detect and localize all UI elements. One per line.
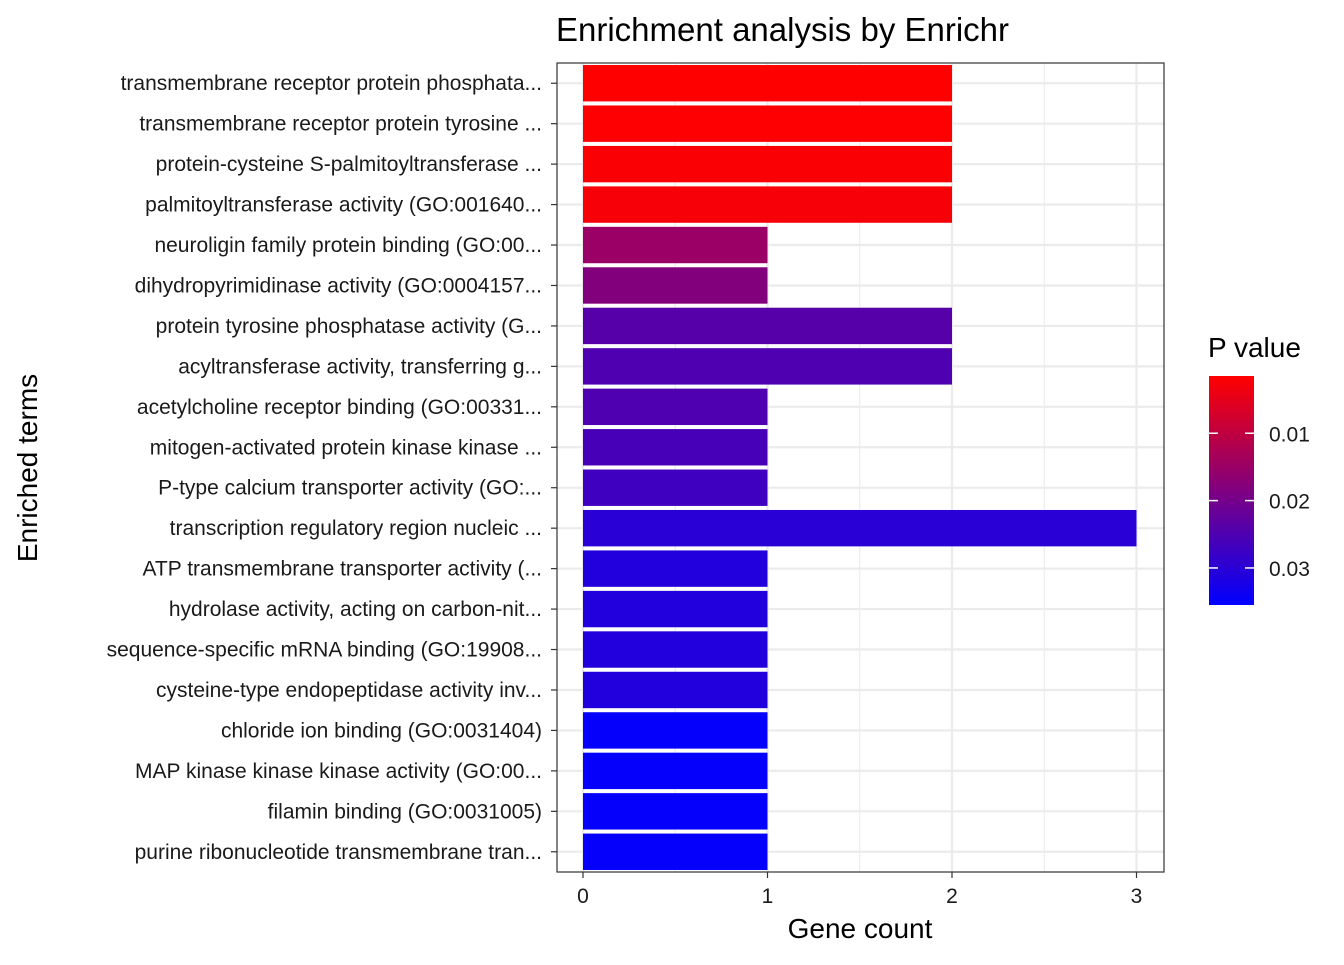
y-tick-label: filamin binding (GO:0031005) [268,800,542,823]
bar [583,590,768,628]
y-axis-ticks [551,82,557,853]
bar [583,348,952,385]
legend-tick-label: 0.03 [1269,558,1310,581]
bar [583,145,952,183]
y-axis-title: Enriched terms [12,374,43,562]
legend-ticks: 0.01 0.02 0.03 [1209,423,1310,581]
bar [583,671,768,709]
bar [583,550,768,587]
y-tick-label: acetylcholine receptor binding (GO:00331… [137,396,542,419]
bar [583,712,768,749]
bar [583,65,952,102]
x-tick-label: 1 [762,885,774,908]
y-tick-label: sequence-specific mRNA binding (GO:19908… [107,639,542,662]
x-tick-label: 3 [1131,885,1143,908]
bar [583,833,768,870]
x-tick-label: 2 [946,885,958,908]
x-axis-title: Gene count [788,913,933,944]
y-tick-label: hydrolase activity, acting on carbon-nit… [169,598,542,621]
y-tick-label: protein-cysteine S-palmitoyltransferase … [156,153,542,176]
y-tick-label: palmitoyltransferase activity (GO:001640… [145,194,542,217]
bars [583,65,1137,870]
y-tick-label: mitogen-activated protein kinase kinase … [150,436,542,459]
bar [583,267,768,304]
y-tick-label: purine ribonucleotide transmembrane tran… [135,841,542,864]
bar [583,429,768,466]
bar [583,307,952,345]
bar [583,388,768,426]
legend-tick-label: 0.02 [1269,491,1310,514]
bar [583,793,768,830]
plot-panel [557,63,1164,872]
y-tick-label: neuroligin family protein binding (GO:00… [154,234,542,257]
legend-title: P value [1208,332,1301,363]
y-tick-label: transmembrane receptor protein tyrosine … [139,113,542,136]
y-tick-label: chloride ion binding (GO:0031404) [221,719,542,742]
y-tick-label: transmembrane receptor protein phosphata… [121,72,542,95]
x-axis-ticks [582,872,1138,878]
bar [583,509,1137,547]
y-tick-label: dihydropyrimidinase activity (GO:0004157… [135,274,542,297]
y-tick-label: MAP kinase kinase kinase activity (GO:00… [135,760,542,783]
legend-tick-label: 0.01 [1269,423,1310,446]
legend-colorbar [1209,376,1254,605]
x-axis-tick-labels: 0 1 2 3 [577,885,1142,908]
y-tick-label: cysteine-type endopeptidase activity inv… [156,679,542,702]
bar [583,631,768,668]
y-tick-label: acyltransferase activity, transferring g… [178,355,542,378]
bar [583,105,952,142]
bar [583,752,768,790]
bar [583,186,952,223]
legend: P value 0.01 0.02 0.03 [1208,332,1310,605]
y-tick-label: protein tyrosine phosphatase activity (G… [156,315,542,338]
y-axis-tick-labels: transmembrane receptor protein phosphata… [107,72,542,864]
y-tick-label: P-type calcium transporter activity (GO:… [158,477,542,500]
y-tick-label: transcription regulatory region nucleic … [170,517,542,540]
y-tick-label: ATP transmembrane transporter activity (… [142,558,542,581]
x-tick-label: 0 [577,885,589,908]
chart-title: Enrichment analysis by Enrichr [556,11,1009,48]
bar [583,226,768,264]
plot-panel-border [556,62,1165,873]
bar [583,469,768,506]
